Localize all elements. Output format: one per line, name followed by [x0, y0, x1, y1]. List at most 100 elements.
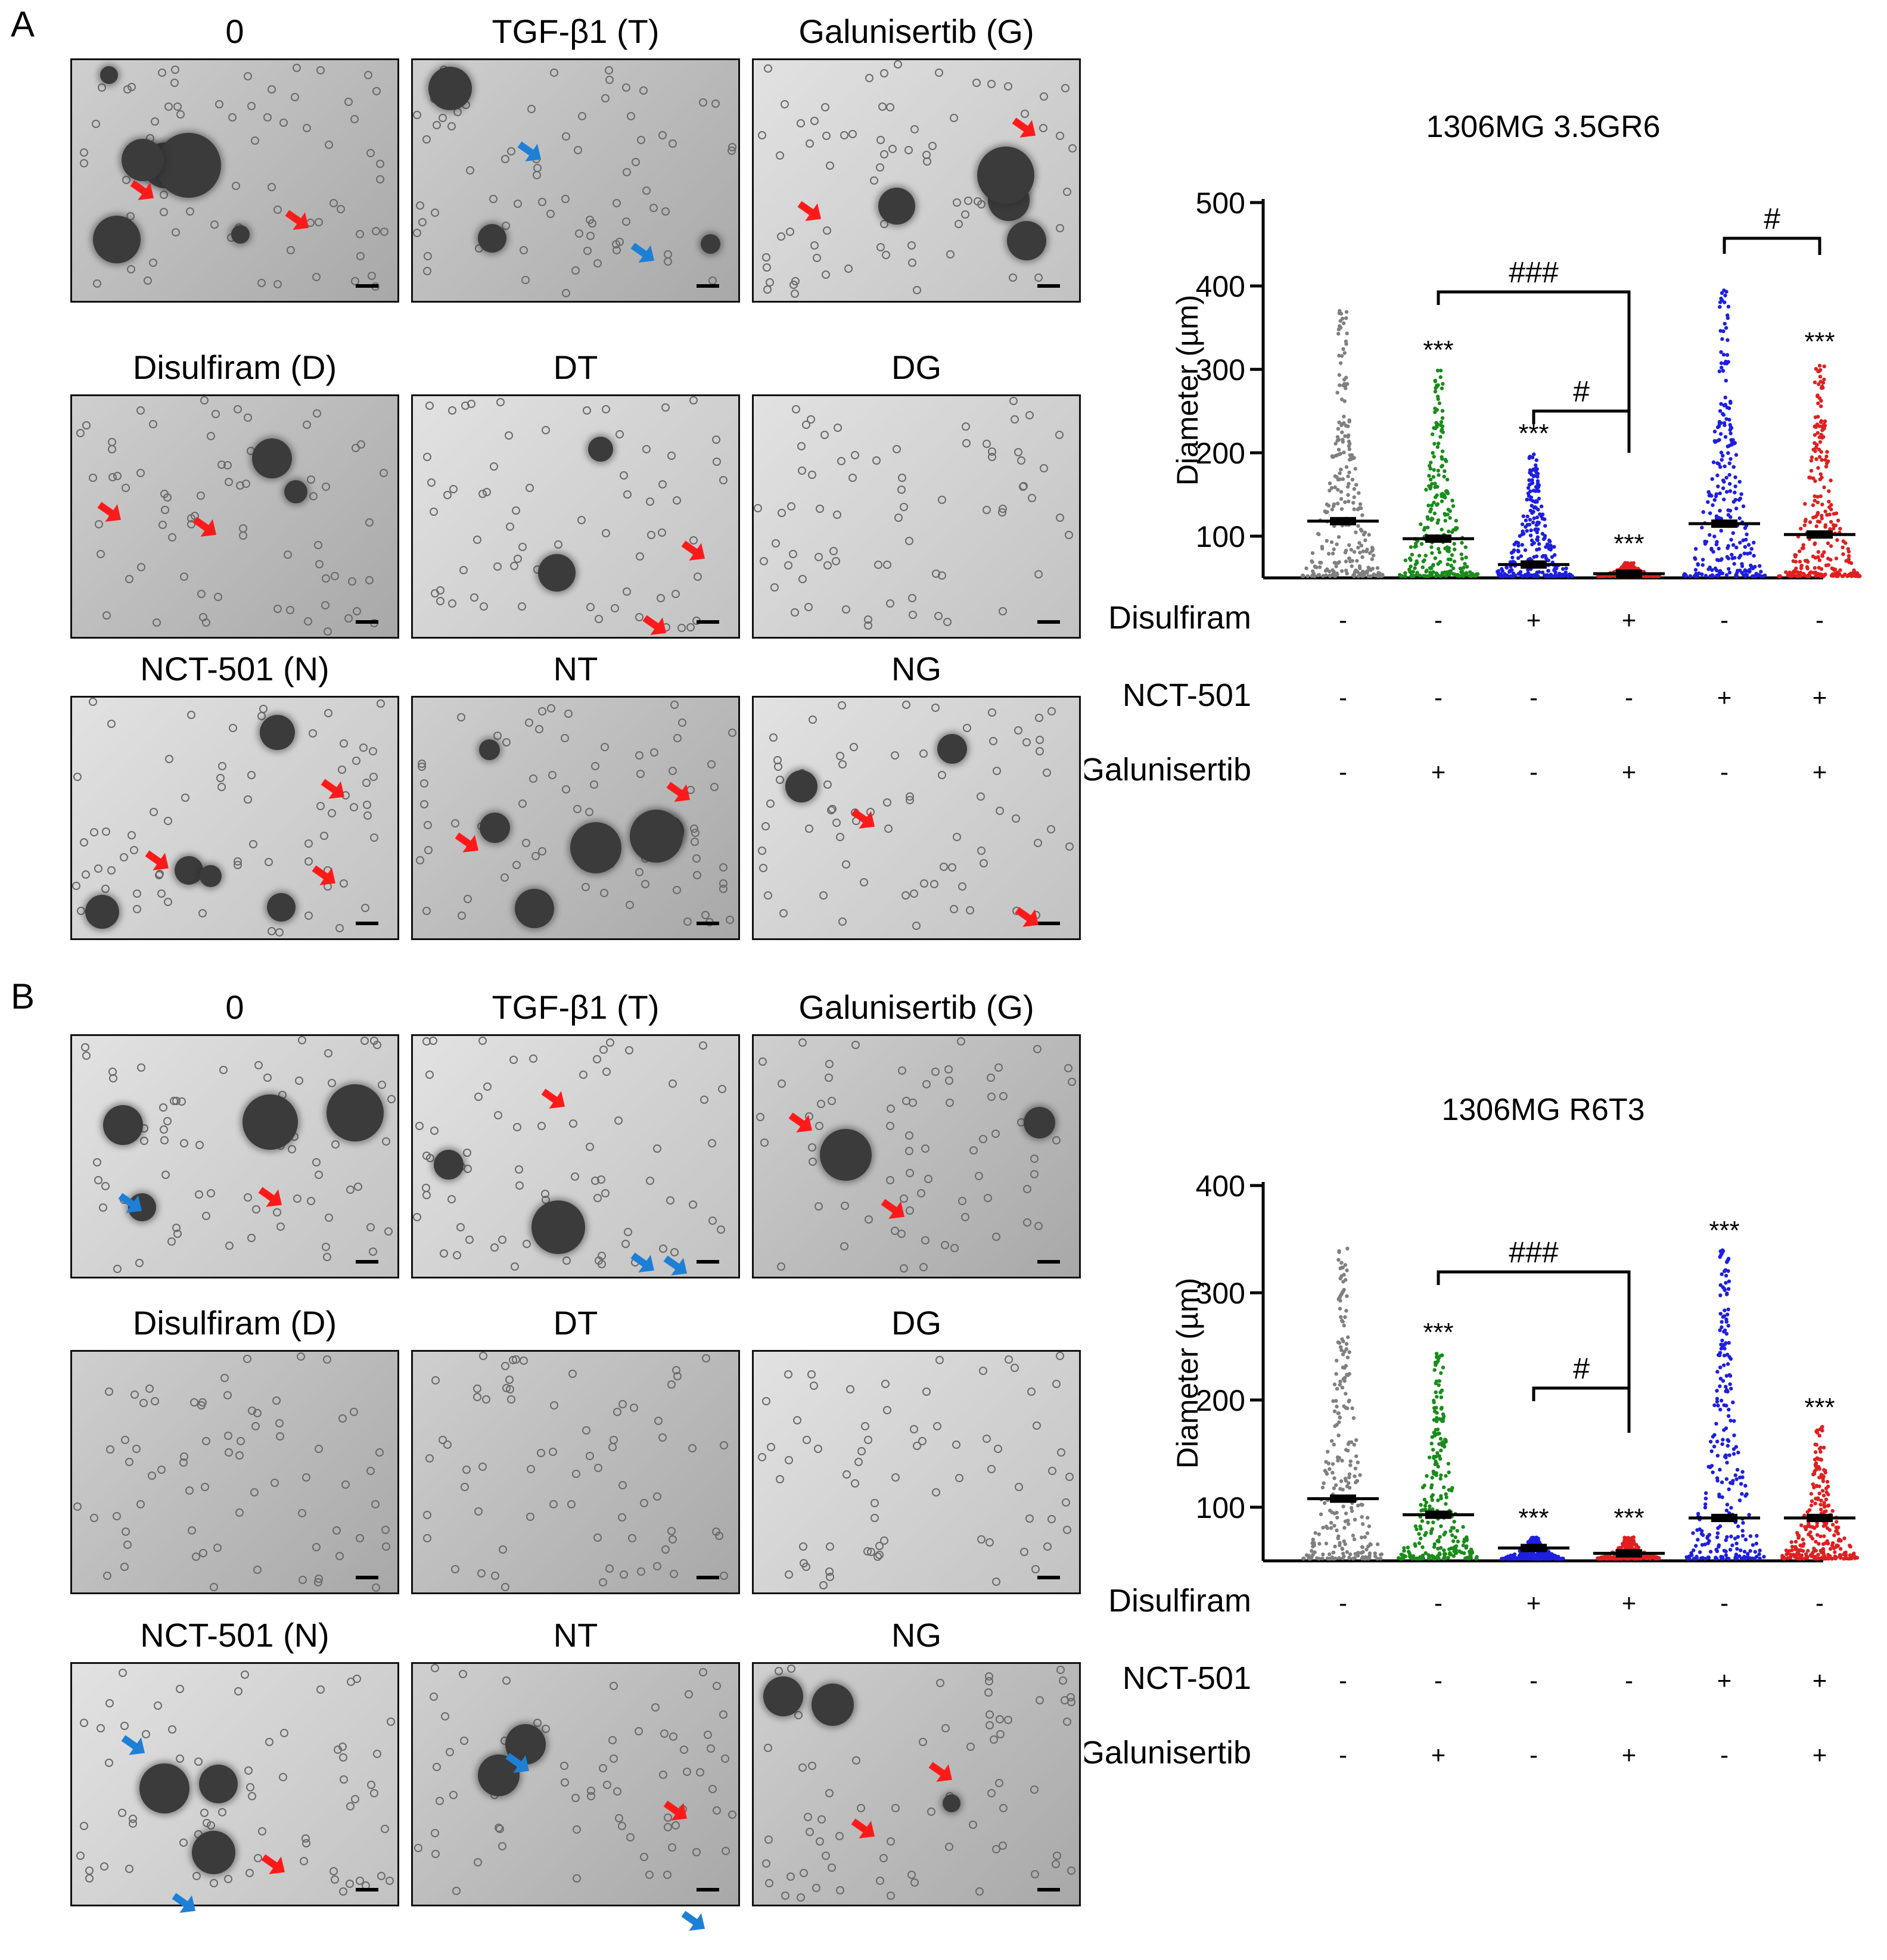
data-point	[1497, 573, 1502, 577]
data-point	[1718, 1407, 1723, 1412]
red-arrow-icon	[455, 832, 479, 853]
cell-dot	[777, 232, 785, 241]
cell-dot	[250, 1488, 259, 1497]
cell-dot	[669, 767, 677, 775]
data-point	[1721, 369, 1726, 373]
cell-dot	[613, 1408, 621, 1416]
data-point	[1822, 485, 1826, 490]
data-point	[1311, 1544, 1315, 1548]
data-point	[1360, 1545, 1364, 1550]
data-point	[1748, 1549, 1752, 1553]
cell-dot	[854, 1458, 863, 1466]
cell-dot	[953, 198, 961, 207]
data-point	[1333, 485, 1337, 490]
data-point	[1335, 390, 1339, 395]
data-point	[1433, 481, 1437, 486]
cell-dot	[163, 1117, 172, 1125]
cell-dot	[268, 927, 276, 935]
bracket-label: #	[1764, 202, 1780, 235]
data-point	[1442, 1548, 1446, 1553]
cell-dot	[591, 762, 599, 770]
data-point	[1429, 1441, 1434, 1446]
data-point	[1351, 1533, 1356, 1538]
cell-dot	[339, 1887, 347, 1896]
sem-marker	[1616, 1549, 1642, 1558]
cell-dot	[907, 241, 916, 250]
data-point	[1758, 1548, 1762, 1553]
cell-dot	[685, 1690, 693, 1698]
data-point	[1433, 390, 1438, 394]
data-point	[1438, 1552, 1442, 1557]
data-point	[1316, 573, 1320, 577]
cell-dot	[898, 1066, 906, 1075]
cell-dot	[307, 1197, 315, 1205]
data-point	[1398, 1557, 1403, 1561]
data-point	[1345, 331, 1349, 335]
cell-dot	[351, 1795, 359, 1803]
data-point	[1336, 1433, 1341, 1438]
data-point	[1799, 564, 1804, 568]
data-point	[1516, 543, 1521, 548]
cell-dot	[815, 1202, 823, 1211]
cell-dot	[1030, 1155, 1039, 1163]
data-point	[1329, 486, 1334, 490]
data-point	[1335, 1423, 1339, 1427]
cell-dot	[423, 267, 431, 275]
data-point	[1838, 1555, 1843, 1560]
data-point	[1445, 477, 1450, 482]
data-point	[1528, 1555, 1532, 1560]
cell-dot	[651, 1703, 660, 1712]
cell-dot	[216, 774, 225, 782]
cell-dot	[76, 429, 85, 437]
data-point	[1824, 465, 1829, 469]
cell-dot	[344, 614, 353, 623]
data-point	[1310, 559, 1314, 564]
data-point	[1849, 574, 1854, 578]
data-point	[1435, 1395, 1439, 1399]
cell-dot	[363, 801, 371, 809]
data-point	[1700, 1529, 1704, 1533]
data-point	[1438, 435, 1443, 439]
cell-dot	[538, 847, 546, 855]
data-point	[1726, 1307, 1730, 1312]
data-point	[1656, 574, 1661, 578]
data-point	[1834, 556, 1839, 561]
cell-dot	[93, 279, 101, 288]
scale-bar	[356, 922, 378, 925]
cell-dot	[443, 1441, 452, 1449]
cell-dot	[381, 1825, 389, 1833]
cell-dot	[969, 1146, 978, 1155]
cell-dot	[805, 825, 813, 833]
data-point	[1514, 540, 1518, 545]
data-point	[1421, 1508, 1425, 1512]
cell-dot	[994, 1063, 1003, 1072]
cell-dot	[779, 909, 788, 917]
cell-dot	[510, 562, 518, 570]
cell-dot	[843, 1470, 851, 1479]
cell-dot	[210, 1583, 218, 1591]
data-point	[1720, 1248, 1725, 1252]
cell-dot	[996, 807, 1004, 815]
data-point	[1509, 1555, 1513, 1560]
data-point	[1739, 1482, 1743, 1486]
data-point	[1826, 541, 1830, 546]
cell-dot	[500, 873, 509, 882]
sem-marker	[1521, 560, 1547, 569]
cell-dot	[891, 1473, 900, 1482]
data-point	[1736, 1535, 1740, 1539]
cell-dot	[876, 243, 885, 251]
data-point	[1435, 1411, 1439, 1415]
data-point	[1352, 507, 1356, 511]
cell-dot	[921, 1144, 929, 1153]
cell-dot	[623, 168, 631, 176]
cell-dot	[457, 713, 465, 721]
cell-dot	[985, 1677, 993, 1685]
data-point	[1715, 1557, 1719, 1561]
cell-dot	[603, 1781, 611, 1789]
cell-dot	[809, 1158, 817, 1166]
data-point	[1325, 539, 1329, 543]
cell-dot	[693, 871, 701, 879]
data-point	[1715, 1531, 1720, 1535]
red-arrow-icon	[312, 865, 336, 885]
cell-dot	[482, 1395, 490, 1404]
